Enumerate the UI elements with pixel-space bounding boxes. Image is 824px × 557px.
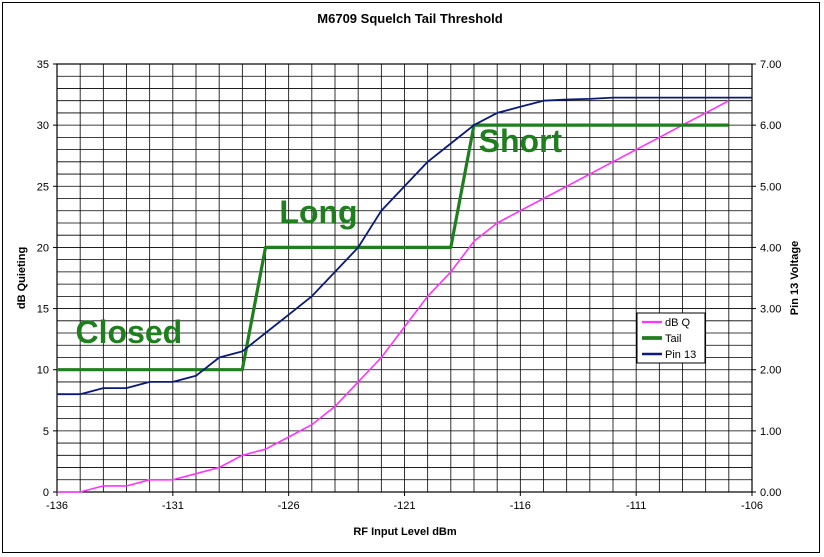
annotation-short: Short: [479, 123, 563, 159]
x-tick-label: -121: [393, 500, 415, 512]
x-tick-label: -136: [46, 500, 68, 512]
y-tick-label: 20: [37, 242, 49, 254]
x-axis-label: RF Input Level dBm: [353, 526, 457, 538]
y-tick-label: 0: [43, 487, 49, 499]
x-tick-label: -131: [162, 500, 184, 512]
y-tick-label: 30: [37, 120, 49, 132]
y-axis-label: dB Quieting: [16, 247, 28, 309]
series-line-pin-13: [57, 96, 752, 396]
legend-label: Pin 13: [665, 349, 696, 361]
y-tick-label: 35: [37, 59, 49, 71]
y2-tick-label: 2.00: [760, 365, 781, 377]
legend-label: dB Q: [665, 317, 691, 329]
y2-tick-label: 5.00: [760, 181, 781, 193]
y-tick-label: 10: [37, 365, 49, 377]
y2-tick-label: 4.00: [760, 242, 781, 254]
annotation-long: Long: [279, 194, 357, 230]
y2-axis-label: Pin 13 Voltage: [789, 241, 801, 315]
y2-tick-label: 3.00: [760, 304, 781, 316]
series-line-db-q: [57, 99, 730, 493]
y2-tick-label: 0.00: [760, 487, 781, 499]
y2-tick-label: 1.00: [760, 426, 781, 438]
y-tick-label: 15: [37, 304, 49, 316]
x-tick-label: -126: [278, 500, 300, 512]
y2-tick-label: 7.00: [760, 59, 781, 71]
y-tick-label: 25: [37, 181, 49, 193]
legend-label: Tail: [665, 333, 682, 345]
chart-title: M6709 Squelch Tail Threshold: [317, 11, 502, 26]
x-tick-label: -106: [741, 500, 763, 512]
x-tick-label: -111: [626, 500, 646, 512]
y2-tick-label: 6.00: [760, 120, 781, 132]
legend: dB Q Tail Pin 13: [636, 312, 706, 364]
y-tick-label: 5: [43, 426, 49, 438]
x-tick-label: -116: [510, 500, 531, 512]
annotation-closed: Closed: [76, 314, 183, 350]
